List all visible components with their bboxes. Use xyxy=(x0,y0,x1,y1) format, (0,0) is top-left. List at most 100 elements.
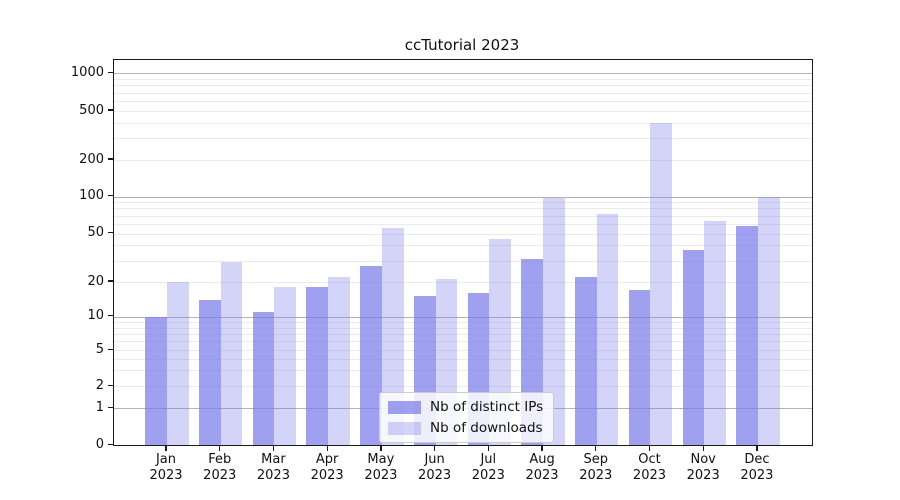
x-tick-mark xyxy=(380,445,382,451)
y-tick-mark xyxy=(108,109,113,111)
y-tick-mark xyxy=(108,348,113,350)
y-tick-label: 0 xyxy=(95,436,104,452)
x-tick-label: Mar 2023 xyxy=(256,452,290,483)
gridline-minor xyxy=(114,160,812,161)
gridline-minor xyxy=(114,101,812,103)
y-tick-mark xyxy=(108,384,113,386)
x-tick-label: Dec 2023 xyxy=(740,452,774,483)
bar-distinct-ips-dec xyxy=(736,225,758,445)
gridline-minor xyxy=(114,79,812,81)
y-tick-label: 1000 xyxy=(70,64,104,80)
plot-area: Nb of distinct IPs Nb of downloads xyxy=(113,59,813,446)
gridline-minor xyxy=(114,85,812,87)
bar-downloads-may xyxy=(381,227,404,445)
legend-item-distinct-ips: Nb of distinct IPs xyxy=(388,399,543,415)
gridline-minor xyxy=(114,359,812,361)
y-tick-mark xyxy=(108,158,113,160)
y-tick-mark xyxy=(108,443,113,445)
bar-downloads-nov xyxy=(704,221,726,445)
legend-swatch-downloads xyxy=(388,421,421,435)
x-tick-label: Nov 2023 xyxy=(686,452,720,483)
x-tick-mark xyxy=(756,445,758,451)
x-tick-label: Apr 2023 xyxy=(310,452,344,483)
gridline-minor xyxy=(114,333,812,335)
x-tick-mark xyxy=(702,445,704,451)
gridline-minor xyxy=(114,223,812,225)
bar-downloads-apr xyxy=(328,276,350,445)
y-tick-mark xyxy=(108,232,113,234)
gridline-minor xyxy=(114,92,812,94)
gridline-major xyxy=(114,73,812,75)
x-tick-label: Sep 2023 xyxy=(579,452,613,483)
gridline-minor xyxy=(114,341,812,343)
y-tick-mark xyxy=(108,194,113,197)
bar-downloads-dec xyxy=(757,196,780,445)
y-tick-label: 20 xyxy=(87,273,104,289)
x-tick-label: Jun 2023 xyxy=(418,452,452,483)
y-tick-label: 5 xyxy=(95,341,104,357)
bar-downloads-mar xyxy=(274,287,297,445)
x-tick-mark xyxy=(541,445,543,451)
y-tick-label: 200 xyxy=(79,151,104,167)
bar-distinct-ips-nov xyxy=(682,249,705,445)
legend: Nb of distinct IPs Nb of downloads xyxy=(379,392,555,443)
y-tick-label: 500 xyxy=(79,102,104,118)
chart-title: ccTutorial 2023 xyxy=(404,36,520,54)
y-tick-mark xyxy=(108,315,113,317)
gridline-minor xyxy=(114,386,812,388)
gridline-minor xyxy=(114,260,812,262)
x-tick-mark xyxy=(165,445,167,451)
y-tick-mark xyxy=(108,71,113,73)
x-tick-mark xyxy=(648,445,651,451)
x-tick-mark xyxy=(272,445,275,451)
y-tick-mark xyxy=(108,406,113,408)
bar-downloads-aug xyxy=(543,198,565,445)
bar-distinct-ips-oct xyxy=(628,290,651,445)
legend-label-distinct-ips: Nb of distinct IPs xyxy=(430,399,544,415)
bar-downloads-feb xyxy=(220,262,243,445)
gridline-minor xyxy=(114,245,812,247)
bar-downloads-jan xyxy=(167,282,189,445)
bar-distinct-ips-mar xyxy=(252,311,275,445)
x-tick-mark xyxy=(326,445,328,451)
x-tick-label: Feb 2023 xyxy=(203,452,237,483)
bar-downloads-oct xyxy=(650,122,673,445)
gridline-minor xyxy=(114,111,812,112)
x-tick-mark xyxy=(434,445,436,451)
x-tick-mark xyxy=(595,445,597,451)
legend-item-downloads: Nb of downloads xyxy=(388,420,543,436)
gridline-minor xyxy=(114,122,812,124)
x-tick-mark xyxy=(219,445,221,451)
legend-label-downloads: Nb of downloads xyxy=(430,420,543,436)
bar-distinct-ips-feb xyxy=(199,299,221,445)
x-tick-label: May 2023 xyxy=(364,452,398,483)
x-tick-label: Oct 2023 xyxy=(632,452,667,483)
gridline-major xyxy=(114,196,812,198)
y-tick-label: 1 xyxy=(95,399,104,415)
gridline-minor xyxy=(114,215,812,217)
x-tick-label: Aug 2023 xyxy=(525,452,559,483)
gridline-minor xyxy=(114,282,812,283)
legend-swatch-distinct-ips xyxy=(388,400,421,414)
gridline-minor xyxy=(114,233,812,235)
bar-distinct-ips-apr xyxy=(306,287,329,445)
bar-downloads-sep xyxy=(596,214,619,445)
x-tick-label: Jan 2023 xyxy=(149,452,183,483)
y-tick-label: 50 xyxy=(87,225,104,241)
bar-distinct-ips-sep xyxy=(575,276,597,445)
y-tick-label: 10 xyxy=(87,308,104,324)
gridline-minor xyxy=(114,350,812,352)
gridline-minor xyxy=(114,208,812,210)
gridline-minor xyxy=(114,321,812,323)
bar-distinct-ips-jan xyxy=(145,316,167,445)
x-tick-mark xyxy=(487,445,490,451)
y-tick-mark xyxy=(108,280,113,282)
gridline-minor xyxy=(114,370,812,372)
bar-distinct-ips-may xyxy=(360,266,382,445)
x-tick-label: Jul 2023 xyxy=(471,452,505,483)
y-tick-label: 100 xyxy=(79,188,104,203)
gridline-minor xyxy=(114,327,812,329)
gridline-major xyxy=(114,316,812,318)
gridline-minor xyxy=(114,202,812,204)
